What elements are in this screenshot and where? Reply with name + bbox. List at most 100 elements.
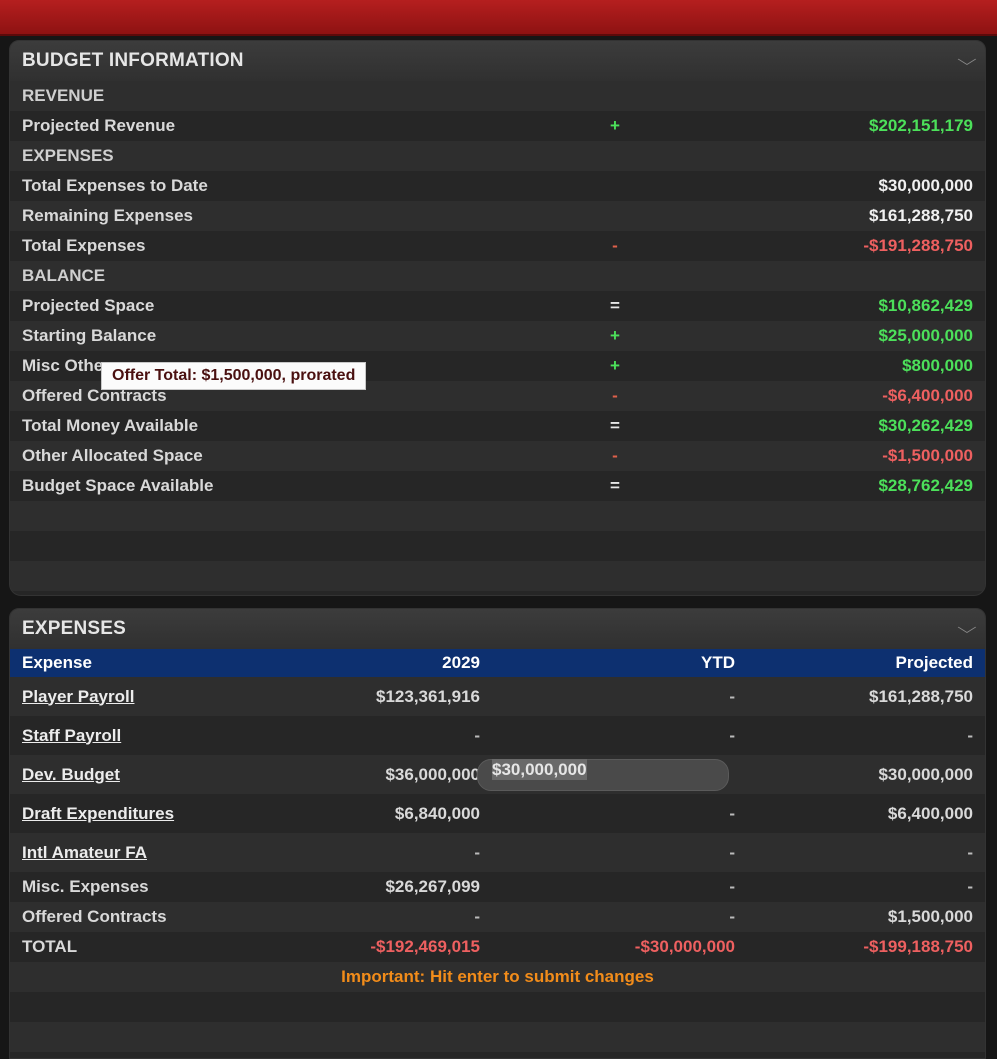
dev-budget-ytd-input[interactable]: $30,000,000 [477, 759, 729, 791]
budget-row: REVENUE [10, 81, 985, 111]
budget-operator: + [610, 356, 620, 375]
budget-row: Projected Revenue + $202,151,179 [10, 111, 985, 141]
budget-rows: REVENUE Projected Revenue + $202,151,179 EXP… [10, 81, 985, 591]
section-heading: REVENUE [22, 86, 105, 105]
expense-row: Dev. Budget $36,000,000 $30,000,000 $30,000… [10, 755, 985, 794]
offer-total-tooltip: Offer Total: $1,500,000, prorated [101, 362, 367, 390]
budget-row-label: Total Money Available [22, 416, 199, 435]
total-label: TOTAL [22, 937, 78, 956]
budget-row-value: $10,862,429 [878, 296, 973, 315]
col-projected[interactable]: Projected [895, 653, 973, 672]
expense-projected-value: $6,400,000 [887, 803, 973, 823]
empty-row [10, 1022, 985, 1052]
budget-row-label: Offered Contracts [22, 386, 167, 405]
budget-information-panel: BUDGET INFORMATION ⌵ REVENUE Projected Re… [9, 40, 986, 596]
budget-row-label: Other Allocated Space [22, 446, 203, 465]
expenses-panel: EXPENSES ⌵ Expense 2029 YTD Projected Pl… [9, 608, 986, 1059]
expense-label: Offered Contracts [22, 907, 167, 926]
chevron-down-icon[interactable]: ⌵ [956, 52, 977, 69]
expense-row: Offered Contracts - - $1,500,000 [10, 902, 985, 932]
chevron-down-icon[interactable]: ⌵ [956, 620, 977, 637]
budget-row: Total Expenses to Date $30,000,000 [10, 171, 985, 201]
budget-operator: = [610, 476, 620, 495]
total-ytd: -$30,000,000 [634, 937, 735, 956]
budget-row-value: $161,288,750 [869, 206, 973, 225]
section-heading: BALANCE [22, 266, 106, 285]
budget-row-value: -$191,288,750 [863, 236, 973, 255]
budget-row: Remaining Expenses $161,288,750 [10, 201, 985, 231]
budget-row-value: $25,000,000 [878, 326, 973, 345]
budget-row-value: $28,762,429 [878, 476, 973, 495]
expense-projected-value: $161,288,750 [869, 686, 973, 706]
budget-row-value: $30,262,429 [878, 416, 973, 435]
col-2029[interactable]: 2029 [442, 653, 480, 672]
budget-panel-title: BUDGET INFORMATION [22, 50, 244, 71]
important-notice: Important: Hit enter to submit changes [10, 962, 985, 992]
expense-2029-value: $6,840,000 [394, 803, 480, 823]
expense-link[interactable]: Staff Payroll [22, 725, 122, 745]
expense-projected-value: - [967, 842, 973, 862]
budget-row: Offered Contracts - -$6,400,000 [10, 381, 985, 411]
expense-2029-value: - [474, 842, 480, 862]
expense-link[interactable]: Intl Amateur FA [22, 842, 147, 862]
expense-rows: Player Payroll $123,361,916 - $161,288,750 S… [10, 677, 985, 1052]
expense-link[interactable]: Draft Expenditures [22, 803, 175, 823]
expense-2029-value: $26,267,099 [385, 877, 480, 896]
budget-operator: - [612, 236, 618, 255]
top-header-bar [0, 0, 997, 36]
budget-operator: = [610, 416, 620, 435]
empty-row [10, 501, 985, 531]
expense-link[interactable]: Dev. Budget [22, 764, 120, 784]
budget-row: Total Money Available = $30,262,429 [10, 411, 985, 441]
budget-row-value: $800,000 [902, 356, 973, 375]
budget-row-value: -$6,400,000 [882, 386, 973, 405]
expense-row: Player Payroll $123,361,916 - $161,288,750 [10, 677, 985, 716]
empty-row [10, 992, 985, 1022]
budget-operator: + [610, 326, 620, 345]
expense-projected-value: - [967, 725, 973, 745]
budget-row-label: Budget Space Available [22, 476, 214, 495]
budget-operator: = [610, 296, 620, 315]
expense-label: Misc. Expenses [22, 877, 149, 896]
budget-operator: + [610, 116, 620, 135]
section-heading: EXPENSES [22, 146, 114, 165]
budget-row-label: Misc Othe [22, 356, 104, 375]
budget-row: Starting Balance + $25,000,000 [10, 321, 985, 351]
budget-operator: - [612, 386, 618, 405]
budget-row-value: $30,000,000 [878, 176, 973, 195]
expenses-table-header: Expense 2029 YTD Projected [10, 649, 985, 677]
expense-ytd-value: - [729, 686, 735, 706]
col-ytd[interactable]: YTD [701, 653, 735, 672]
expense-ytd-value: - [729, 803, 735, 823]
expense-row: Intl Amateur FA - - - [10, 833, 985, 872]
budget-row-label: Total Expenses [22, 236, 146, 255]
budget-row: EXPENSES [10, 141, 985, 171]
budget-row: Total Expenses - -$191,288,750 [10, 231, 985, 261]
expense-row: Staff Payroll - - - [10, 716, 985, 755]
expense-link[interactable]: Player Payroll [22, 686, 135, 706]
total-projected: -$199,188,750 [863, 937, 973, 956]
ytd-input-value: $30,000,000 [492, 759, 587, 780]
expense-2029-value: $36,000,000 [385, 764, 480, 784]
budget-row-label: Projected Space [22, 296, 155, 315]
expense-projected-value: - [967, 877, 973, 896]
total-row: TOTAL -$192,469,015 -$30,000,000 -$199,188,… [10, 932, 985, 962]
expenses-panel-header[interactable]: EXPENSES ⌵ [10, 609, 985, 649]
budget-row: BALANCE [10, 261, 985, 291]
expense-2029-value: - [474, 725, 480, 745]
expense-projected-value: $1,500,000 [887, 907, 973, 926]
total-2029: -$192,469,015 [370, 937, 480, 956]
budget-row: Other Allocated Space - -$1,500,000 [10, 441, 985, 471]
budget-row-label: Remaining Expenses [22, 206, 194, 225]
budget-row-value: -$1,500,000 [882, 446, 973, 465]
expenses-panel-title: EXPENSES [22, 618, 127, 639]
budget-operator: - [612, 446, 618, 465]
empty-row [10, 561, 985, 591]
budget-row: Budget Space Available = $28,762,429 [10, 471, 985, 501]
budget-row-label: Starting Balance [22, 326, 157, 345]
budget-row-label: Total Expenses to Date [22, 176, 208, 195]
budget-panel-header[interactable]: BUDGET INFORMATION ⌵ [10, 41, 985, 81]
col-expense[interactable]: Expense [22, 653, 92, 672]
expense-2029-value: - [474, 907, 480, 926]
budget-row-label: Projected Revenue [22, 116, 176, 135]
